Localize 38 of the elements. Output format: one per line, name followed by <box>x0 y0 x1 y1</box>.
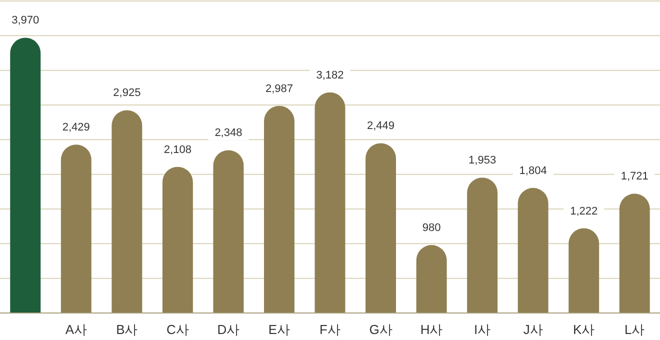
bar <box>264 106 294 313</box>
x-tick-label: G사 <box>369 322 392 337</box>
data-label: 2,348 <box>214 127 242 140</box>
x-tick-label: K사 <box>573 322 595 337</box>
data-label: 2,925 <box>113 87 141 100</box>
bar <box>416 245 447 313</box>
bar <box>10 38 41 313</box>
data-label: 3,182 <box>316 69 344 82</box>
bar <box>467 178 498 313</box>
x-tick-label: C사 <box>166 322 189 337</box>
data-label: 2,429 <box>62 122 90 134</box>
bar <box>314 92 346 313</box>
bar <box>162 166 193 313</box>
data-label: 2,987 <box>265 82 293 95</box>
bar <box>518 188 548 313</box>
x-tick-label: I사 <box>474 322 491 337</box>
x-tick-label: L사 <box>624 322 645 337</box>
x-tick-label: B사 <box>116 322 138 337</box>
data-label: 980 <box>422 222 441 234</box>
data-label: 3,970 <box>12 14 40 27</box>
bar <box>60 144 92 313</box>
x-tick-label: D사 <box>217 322 240 337</box>
data-label: 1,222 <box>570 205 598 218</box>
x-tick-label: J사 <box>523 322 543 337</box>
bar <box>213 150 244 313</box>
data-label: 2,108 <box>164 144 192 156</box>
bar <box>366 143 396 313</box>
data-label: 1,721 <box>620 170 648 183</box>
bar <box>112 110 142 313</box>
x-tick-label: E사 <box>268 322 290 337</box>
data-label: 1,953 <box>468 154 496 167</box>
data-label: 1,804 <box>519 164 547 177</box>
x-tick-label: H사 <box>420 322 443 337</box>
data-label: 2,449 <box>367 120 395 132</box>
x-tick-label: A사 <box>65 322 87 337</box>
bar <box>568 228 600 313</box>
bar <box>619 194 650 313</box>
x-tick-label: F사 <box>320 322 340 337</box>
